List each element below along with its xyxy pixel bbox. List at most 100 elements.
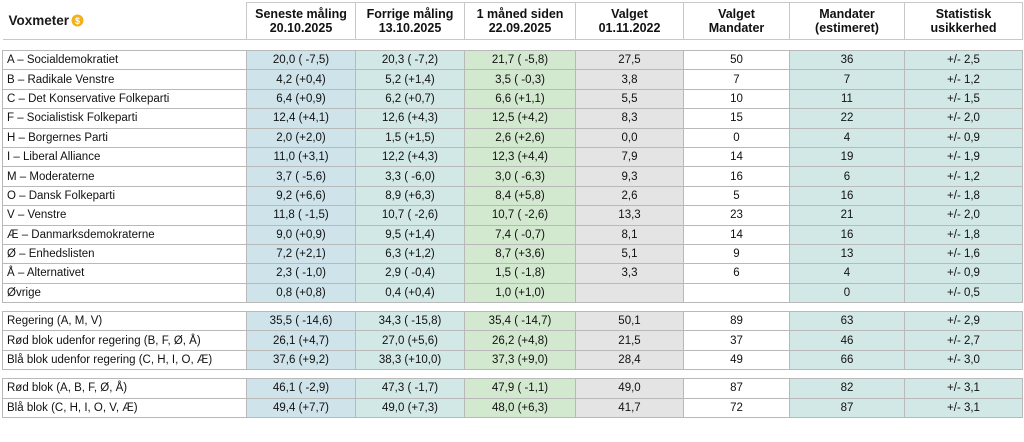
uncertainty-cell: +/- 1,2	[904, 166, 1023, 187]
election-seats-cell: 0	[683, 127, 790, 148]
previous-poll-cell: 2,9 ( -0,4)	[355, 263, 465, 284]
previous-poll-cell: 10,7 ( -2,6)	[355, 205, 465, 226]
election-result-cell: 13,3	[575, 205, 684, 226]
uncertainty-cell: +/- 2,0	[904, 108, 1023, 129]
election-result-cell: 27,5	[575, 49, 684, 71]
election-seats-cell: 6	[683, 263, 790, 284]
party-row: M – Moderaterne 3,7 ( -5,6) 3,3 ( -6,0) 3,0…	[2, 166, 1023, 187]
election-result-cell: 28,4	[575, 349, 684, 371]
previous-poll-cell: 8,9 (+6,3)	[355, 185, 465, 207]
estimated-seats-cell: 87	[789, 397, 905, 419]
estimated-seats-cell: 36	[789, 49, 905, 71]
election-seats-cell: 37	[683, 330, 790, 351]
spacer-cell	[246, 302, 356, 313]
row-label: Ø – Enhedslisten	[2, 243, 247, 265]
estimated-seats-cell: 66	[789, 349, 905, 371]
estimated-seats-cell: 82	[789, 378, 905, 399]
uncertainty-cell: +/- 1,5	[904, 88, 1023, 110]
month-ago-cell: 2,6 (+2,6)	[464, 127, 576, 148]
estimated-seats-cell: 16	[789, 224, 905, 245]
latest-poll-cell: 37,6 (+9,2)	[246, 349, 356, 371]
party-row: F – Socialistisk Folkeparti 12,4 (+4,1) 12…	[2, 108, 1023, 129]
spacer-row	[2, 369, 1023, 380]
previous-poll-cell: 34,3 ( -15,8)	[355, 311, 465, 332]
row-label: F – Socialistisk Folkeparti	[2, 108, 247, 129]
spacer-cell	[355, 369, 465, 380]
previous-poll-cell: 38,3 (+10,0)	[355, 349, 465, 371]
month-ago-cell: 10,7 ( -2,6)	[464, 205, 576, 226]
uncertainty-cell: +/- 1,8	[904, 224, 1023, 245]
row-label: Øvrige	[2, 282, 247, 304]
latest-poll-cell: 35,5 ( -14,6)	[246, 311, 356, 332]
table-body: A – Socialdemokratiet 20,0 ( -7,5) 20,3 ( …	[2, 39, 1023, 419]
estimated-seats-cell: 21	[789, 205, 905, 226]
previous-poll-cell: 12,6 (+4,3)	[355, 108, 465, 129]
spacer-cell	[683, 302, 790, 313]
spacer-cell	[246, 369, 356, 380]
uncertainty-cell: +/- 1,9	[904, 146, 1023, 168]
estimated-seats-cell: 6	[789, 166, 905, 187]
election-result-cell: 21,5	[575, 330, 684, 351]
election-result-cell: 5,5	[575, 88, 684, 110]
latest-poll-cell: 11,8 ( -1,5)	[246, 205, 356, 226]
row-label: C – Det Konservative Folkeparti	[2, 88, 247, 110]
election-seats-cell: 14	[683, 224, 790, 245]
uncertainty-cell: +/- 0,5	[904, 282, 1023, 304]
spacer-cell	[575, 369, 684, 380]
latest-poll-cell: 9,0 (+0,9)	[246, 224, 356, 245]
latest-poll-cell: 6,4 (+0,9)	[246, 88, 356, 110]
latest-poll-cell: 20,0 ( -7,5)	[246, 49, 356, 71]
voxmeter-logo: Voxmeter $	[9, 13, 85, 28]
previous-poll-cell: 6,2 (+0,7)	[355, 88, 465, 110]
election-seats-cell: 14	[683, 146, 790, 168]
previous-poll-cell: 49,0 (+7,3)	[355, 397, 465, 419]
row-label: Rød blok udenfor regering (B, F, Ø, Å)	[2, 330, 247, 351]
latest-poll-cell: 7,2 (+2,1)	[246, 243, 356, 265]
party-row: Øvrige 0,8 (+0,8) 0,4 (+0,4) 1,0 (+1,0) 0 +/-…	[2, 282, 1023, 304]
uncertainty-cell: +/- 2,5	[904, 49, 1023, 71]
election-result-cell: 49,0	[575, 378, 684, 399]
estimated-seats-cell: 4	[789, 263, 905, 284]
row-label: H – Borgernes Parti	[2, 127, 247, 148]
spacer-cell	[904, 369, 1023, 380]
estimated-seats-cell: 46	[789, 330, 905, 351]
month-ago-cell: 8,7 (+3,6)	[464, 243, 576, 265]
latest-poll-cell: 9,2 (+6,6)	[246, 185, 356, 207]
col-header-estimated-seats: Mandater (estimeret)	[789, 2, 905, 40]
election-result-cell: 50,1	[575, 311, 684, 332]
election-result-cell	[575, 282, 684, 304]
uncertainty-cell: +/- 2,0	[904, 205, 1023, 226]
latest-poll-cell: 12,4 (+4,1)	[246, 108, 356, 129]
previous-poll-cell: 0,4 (+0,4)	[355, 282, 465, 304]
election-seats-cell: 49	[683, 349, 790, 371]
col-header-previous: Forrige måling 13.10.2025	[355, 2, 465, 40]
estimated-seats-cell: 22	[789, 108, 905, 129]
latest-poll-cell: 4,2 (+0,4)	[246, 69, 356, 90]
latest-poll-cell: 2,0 (+2,0)	[246, 127, 356, 148]
month-ago-cell: 37,3 (+9,0)	[464, 349, 576, 371]
coin-icon: $	[71, 14, 84, 27]
party-row: V – Venstre 11,8 ( -1,5) 10,7 ( -2,6) 10,7 …	[2, 205, 1023, 226]
latest-poll-cell: 11,0 (+3,1)	[246, 146, 356, 168]
row-label: Rød blok (A, B, F, Ø, Å)	[2, 378, 247, 399]
estimated-seats-cell: 11	[789, 88, 905, 110]
col-header-election: Valget 01.11.2022	[575, 2, 684, 40]
election-result-cell: 41,7	[575, 397, 684, 419]
election-seats-cell: 87	[683, 378, 790, 399]
bloc-row: Blå blok udenfor regering (C, H, I, O, Æ…	[2, 349, 1023, 371]
month-ago-cell: 8,4 (+5,8)	[464, 185, 576, 207]
election-seats-cell: 5	[683, 185, 790, 207]
row-label: B – Radikale Venstre	[2, 69, 247, 90]
month-ago-cell: 12,5 (+4,2)	[464, 108, 576, 129]
poll-table: Voxmeter $ Seneste måling 20.10.2025 Forr…	[2, 2, 1023, 419]
month-ago-cell: 1,0 (+1,0)	[464, 282, 576, 304]
party-row: A – Socialdemokratiet 20,0 ( -7,5) 20,3 ( …	[2, 49, 1023, 71]
latest-poll-cell: 26,1 (+4,7)	[246, 330, 356, 351]
estimated-seats-cell: 63	[789, 311, 905, 332]
previous-poll-cell: 9,5 (+1,4)	[355, 224, 465, 245]
estimated-seats-cell: 4	[789, 127, 905, 148]
latest-poll-cell: 0,8 (+0,8)	[246, 282, 356, 304]
party-row: O – Dansk Folkeparti 9,2 (+6,6) 8,9 (+6,3)…	[2, 185, 1023, 207]
estimated-seats-cell: 7	[789, 69, 905, 90]
col-header-uncertainty: Statistisk usikkerhed	[904, 2, 1023, 40]
